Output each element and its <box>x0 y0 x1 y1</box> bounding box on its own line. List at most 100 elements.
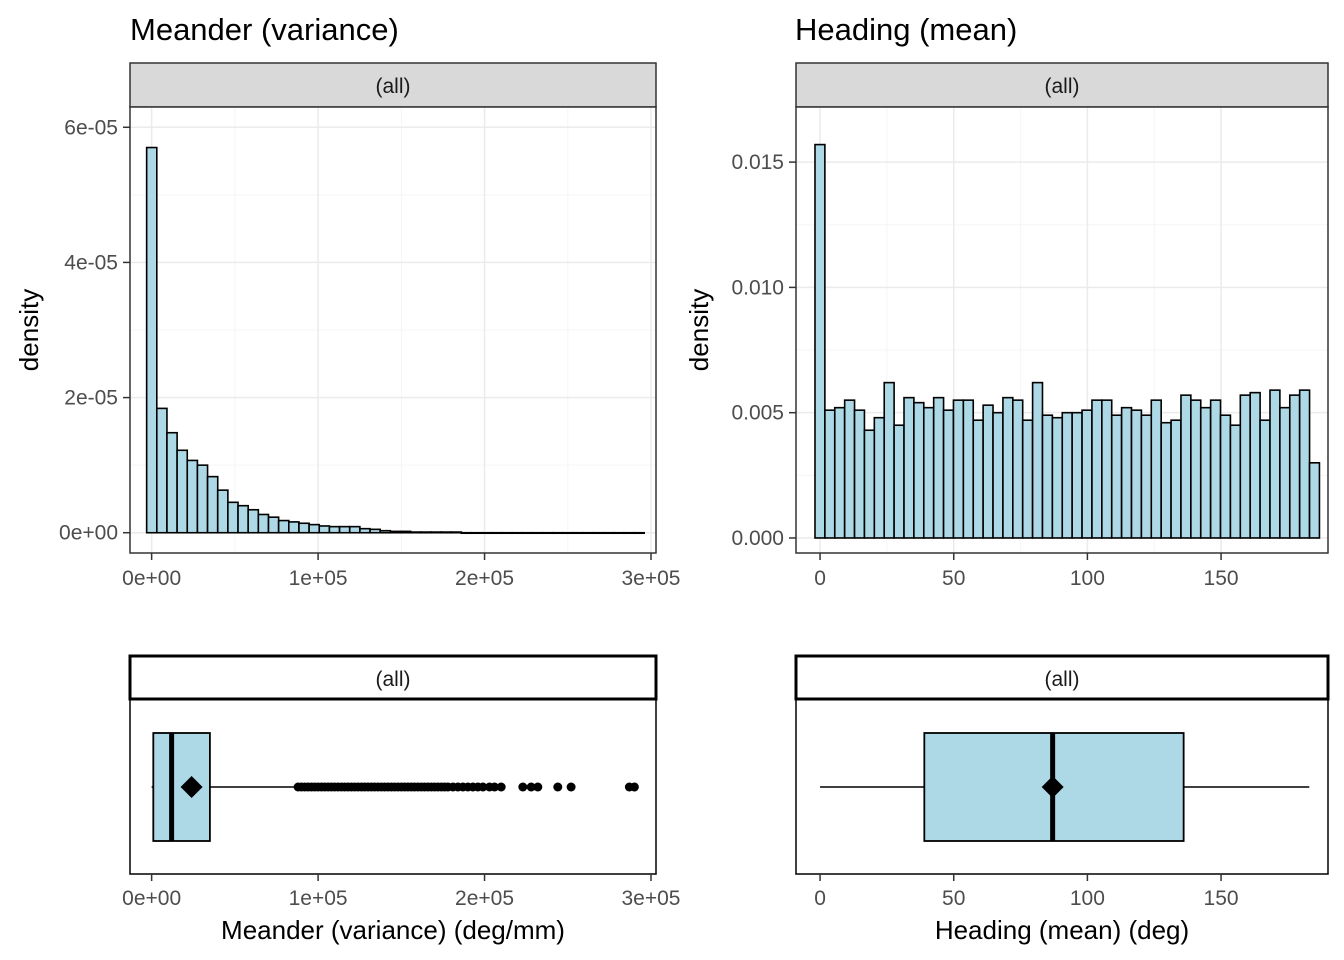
heading-hist-bar <box>1269 389 1281 539</box>
meander-hist-bar <box>470 531 483 535</box>
meander-hist-bar <box>450 531 463 534</box>
heading-hist-bar <box>873 416 886 539</box>
heading-hist-bar <box>893 424 905 539</box>
heading-hist-strip-label: (all) <box>1045 75 1080 98</box>
heading-hist-bar <box>1259 419 1271 539</box>
meander-hist-bar <box>359 527 371 534</box>
heading-hist-bar <box>922 406 935 539</box>
meander-hist-bar <box>480 531 493 535</box>
heading-hist-bar <box>1061 411 1073 539</box>
heading-box-mean-marker <box>1041 776 1064 798</box>
meander-hist-bar <box>612 531 625 535</box>
meander-hist-bar <box>186 459 199 534</box>
heading-hist-bar <box>1091 399 1103 539</box>
meander-hist-bar <box>166 431 178 534</box>
meander-hist-bar <box>623 531 635 535</box>
meander-box-strip <box>128 654 658 701</box>
heading-hist-axes: 0 50 100 150 0.000 0.005 0.010 0.015 <box>731 151 1238 590</box>
meander-box-outlier-point <box>478 782 488 792</box>
heading-hist-panel: Heading (mean) (all) 0 50 100 150 0.000 0.005… <box>684 12 1329 590</box>
meander-hist-bar <box>227 501 239 534</box>
meander-hist-bar <box>348 525 361 534</box>
meander-hist-bar <box>277 519 290 534</box>
meander-box-outlier-point <box>496 782 506 792</box>
meander-hist-ytick-label: 2e-05 <box>64 387 118 410</box>
heading-hist-bar <box>1190 399 1202 539</box>
heading-hist-ytick-label: 0.015 <box>731 151 784 174</box>
meander-hist-strip <box>129 62 657 108</box>
meander-box-mean-marker <box>180 776 203 798</box>
meander-box-xtick-label: 3e+05 <box>622 887 681 910</box>
heading-hist-bar <box>942 409 955 539</box>
meander-hist-bar <box>592 531 605 535</box>
heading-hist-bar <box>1051 416 1064 539</box>
heading-hist-bar <box>1180 394 1192 539</box>
heading-hist-bar <box>853 409 866 539</box>
heading-hist-bar <box>1308 461 1321 539</box>
meander-hist-bar <box>308 523 321 534</box>
meander-hist-bar <box>328 525 341 534</box>
heading-hist-bar <box>843 399 856 539</box>
meander-hist-xtick-label: 1e+05 <box>289 567 348 590</box>
meander-box-xlabel: Meander (variance) (deg/mm) <box>221 915 565 945</box>
meander-hist-bar <box>419 531 432 534</box>
meander-box-outlier-point <box>629 782 639 792</box>
heading-hist-bar <box>1219 414 1232 539</box>
heading-hist-ytick-label: 0.010 <box>731 276 784 299</box>
meander-box-strip-label: (all) <box>376 668 411 691</box>
heading-hist-bar <box>1012 399 1024 539</box>
heading-hist-bar <box>1140 414 1153 539</box>
heading-hist-bar <box>1101 399 1113 539</box>
meander-hist-bar <box>521 531 534 535</box>
heading-hist-bar <box>1239 394 1252 539</box>
meander-hist-bar <box>572 531 585 535</box>
meander-hist-bar <box>369 528 381 534</box>
meander-hist-bar <box>430 531 442 534</box>
meander-hist-bar <box>501 531 513 535</box>
meander-hist-bar <box>237 504 249 534</box>
meander-hist-bar <box>541 531 554 535</box>
heading-hist-ytick-label: 0.000 <box>731 527 784 550</box>
meander-hist-bar <box>267 516 280 534</box>
heading-hist-bar <box>814 143 826 539</box>
heading-hist-bar <box>1170 419 1182 539</box>
heading-hist-bar <box>992 411 1004 539</box>
meander-hist-bar <box>257 513 270 534</box>
heading-hist-bar <box>1110 414 1123 539</box>
heading-hist-bar <box>883 381 895 539</box>
meander-box-xtick-label: 1e+05 <box>289 887 348 910</box>
heading-hist-bar <box>903 396 915 539</box>
heading-hist-ytick-label: 0.005 <box>731 402 784 425</box>
heading-hist-bar <box>972 419 984 539</box>
heading-hist-bar <box>1130 409 1143 539</box>
meander-box-panel: (all) 0e+00 1e+05 2e+05 3e+05 Meander (vari… <box>122 654 681 945</box>
meander-box-xtick-label: 2e+05 <box>455 887 514 910</box>
meander-hist-bar <box>582 531 595 535</box>
heading-box-border <box>795 698 1329 875</box>
heading-hist-bar <box>1298 389 1311 539</box>
heading-hist-bar <box>952 399 965 539</box>
heading-hist-bar <box>982 404 994 539</box>
meander-hist-bar <box>379 529 392 534</box>
heading-hist-bar <box>913 401 925 539</box>
meander-box-xtick-label: 0e+00 <box>122 887 181 910</box>
meander-hist-axes: 0e+00 1e+05 2e+05 3e+05 0e+00 2e-05 4e-05 6e-05 <box>59 116 680 590</box>
heading-box-xtick-label: 100 <box>1070 887 1105 910</box>
heading-hist-bar <box>1160 421 1172 539</box>
meander-hist-border <box>129 106 657 554</box>
meander-hist-bar <box>389 530 402 534</box>
meander-hist-bar <box>287 521 300 534</box>
heading-hist-bar <box>1209 399 1222 539</box>
heading-box-xlabel: Heading (mean) (deg) <box>935 915 1189 945</box>
heading-box-xtick-label: 0 <box>814 887 826 910</box>
meander-hist-ytick-label: 4e-05 <box>64 251 118 274</box>
heading-hist-bar <box>1071 411 1083 539</box>
heading-box-xtick-label: 50 <box>942 887 965 910</box>
meander-hist-bar <box>399 530 412 534</box>
meander-hist-xtick-label: 3e+05 <box>622 567 681 590</box>
heading-box-xtick-label: 150 <box>1204 887 1239 910</box>
heading-hist-border <box>795 106 1329 554</box>
meander-hist-xtick-label: 0e+00 <box>122 567 181 590</box>
meander-hist-bar <box>460 531 473 535</box>
